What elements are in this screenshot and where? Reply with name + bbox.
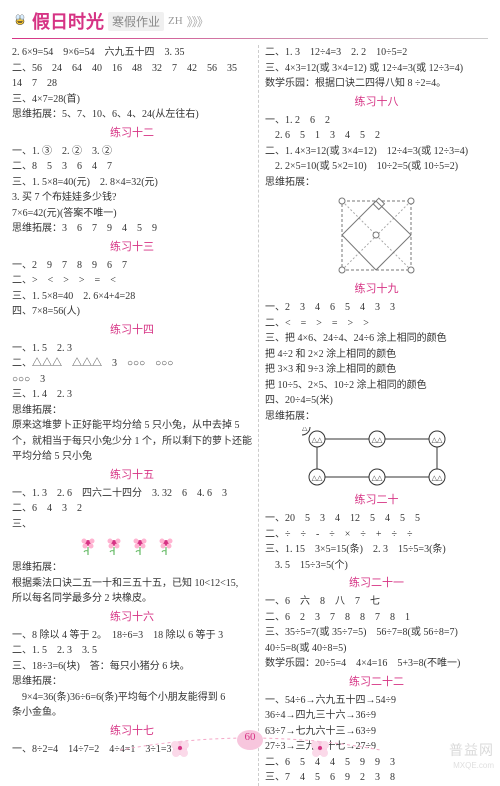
text-line: 二、1. 3 12÷4=3 2. 2 10÷5=2 — [265, 45, 488, 61]
text-line: 一、1. 5 2. 3 — [12, 341, 252, 357]
bee-icon — [12, 12, 28, 31]
text-line: 3. 买 7 个布娃娃多少钱? — [12, 190, 252, 206]
text-line: 思维拓展： — [12, 674, 252, 690]
section-title: 练习十五 — [12, 467, 252, 484]
text-line: 2. 6 5 1 3 4 5 2 — [265, 128, 488, 144]
text-line: 一、54÷6→六九五十四→54÷9 — [265, 693, 488, 709]
section-title: 练习十二 — [12, 125, 252, 142]
text-line: 一、2 3 4 6 5 4 3 3 — [265, 300, 488, 316]
section-title: 练习二十二 — [265, 674, 488, 691]
text-line: 平均分给 5 只小兔 — [12, 449, 252, 465]
text-line: ○○○ 3 — [12, 372, 252, 388]
text-line: 一、20 5 3 4 12 5 4 5 5 — [265, 511, 488, 527]
text-line: 三、4×7=28(首) — [12, 92, 252, 108]
text-line: 三、 — [12, 517, 252, 533]
text-line: 把 10÷5、2×5、10÷2 涂上相同的颜色 — [265, 378, 488, 394]
text-line: 一、8 除以 4 等于 2。 18÷6=3 18 除以 6 等于 3 — [12, 628, 252, 644]
text-line: 14 7 28 — [12, 76, 252, 92]
section-title: 练习十四 — [12, 322, 252, 339]
text-line: 个，就相当于每只小兔少分 1 个，所以剩下的萝卜还能 — [12, 434, 252, 450]
page-header: 假日时光 寒假作业 ZH 》》》 — [0, 0, 500, 38]
text-line: 二、△△△ △△△ 3 ○○○ ○○○ — [12, 356, 252, 372]
section-title: 练习十八 — [265, 94, 488, 111]
text-line: 原来这堆萝卜正好能平均分给 5 只小兔，从中去掉 5 — [12, 418, 252, 434]
text-line: 二、56 24 64 40 16 48 32 7 42 56 35 — [12, 61, 252, 77]
header-divider — [12, 38, 488, 39]
left-column: 2. 6×9=54 9×6=54 六九五十四 3. 35 二、56 24 64 … — [12, 45, 258, 786]
text-line: 数学乐园：根据口诀二四得八知 8 ÷2=4。 — [265, 76, 488, 92]
section-title: 练习二十一 — [265, 575, 488, 592]
text-line: 40÷5=8(或 40÷8=5) — [265, 641, 488, 657]
text-line: 三、1. 5×8=40 2. 6×4+4=28 — [12, 289, 252, 305]
text-line: 一、6 六 8 八 7 七 — [265, 594, 488, 610]
text-line: 根据乘法口诀二五一十和三五十五，已知 10<12<15, — [12, 576, 252, 592]
page-number: 60 — [0, 731, 500, 743]
text-line: 三、4×3=12(或 3×4=12) 或 12÷4=3(或 12÷3=4) — [265, 61, 488, 77]
text-line: 二、> < > > = < — [12, 273, 252, 289]
text-line: 9×4=36(条)36÷6=6(条)平均每个小朋友能得到 6 — [12, 690, 252, 706]
text-line: 二、÷ ÷ - ÷ × ÷ + ÷ ÷ — [265, 527, 488, 543]
text-line: 三、18÷3=6(块) 答：每只小猪分 6 块。 — [12, 659, 252, 675]
section-title: 练习十九 — [265, 281, 488, 298]
text-line: 三、35÷5=7(或 35÷7=5) 56÷7=8(或 56÷8=7) — [265, 625, 488, 641]
title-sub: 寒假作业 — [108, 12, 164, 31]
content-columns: 2. 6×9=54 9×6=54 六九五十四 3. 35 二、56 24 64 … — [0, 45, 500, 786]
text-line: 一、1. 3 2. 6 四六二十四分 3. 32 6 4. 6 3 — [12, 486, 252, 502]
section-title: 练习十三 — [12, 239, 252, 256]
text-line: 四、20÷4=5(米) — [265, 393, 488, 409]
text-line: 思维拓展： — [265, 175, 488, 191]
text-line: 三、1. 5×8=40(元) 2. 8×4=32(元) — [12, 175, 252, 191]
text-line: 二、1. 5 2. 3 3. 5 — [12, 643, 252, 659]
text-line: 三、1. 4 2. 3 — [12, 387, 252, 403]
text-line: 二、1. 4×3=12(或 3×4=12) 12÷4=3(或 12÷3=4) — [265, 144, 488, 160]
svg-text:△△: △△ — [302, 427, 308, 432]
watermark: 普益网 — [449, 740, 494, 760]
section-title: 练习二十 — [265, 492, 488, 509]
text-line: 三、把 4×6、24÷4、24÷6 涂上相同的颜色 — [265, 331, 488, 347]
text-line: 一、1. ③ 2. ② 3. ② — [12, 144, 252, 160]
text-line: 3. 5 15÷3=5(个) — [265, 558, 488, 574]
text-line: 条小金鱼。 — [12, 705, 252, 721]
text-line: 2. 2×5=10(或 5×2=10) 10÷2=5(或 10÷5=2) — [265, 159, 488, 175]
text-line: 二、6 4 3 2 — [12, 501, 252, 517]
text-line: 把 3×3 和 9÷3 涂上相同的颜色 — [265, 362, 488, 378]
text-line: 所以每名同学最多分 2 块橡皮。 — [12, 591, 252, 607]
square-diagram — [265, 193, 488, 278]
text-line: 三、7 4 5 6 9 2 3 8 — [265, 770, 488, 786]
text-line: 二、8 5 3 6 4 7 — [12, 159, 252, 175]
flower-graphic — [12, 535, 252, 557]
text-line: 思维拓展：3 6 7 9 4 5 9 — [12, 221, 252, 237]
text-line: 一、2 9 7 8 9 6 7 — [12, 258, 252, 274]
text-line: 思维拓展： — [12, 403, 252, 419]
text-line: 7×6=42(元)(答案不唯一) — [12, 206, 252, 222]
watermark-sub: MXQE.com — [453, 761, 494, 770]
text-line: 二、< = > = > > — [265, 316, 488, 332]
title-main: 假日时光 — [32, 8, 104, 34]
section-title: 练习十六 — [12, 609, 252, 626]
text-line: 一、1. 2 6 2 — [265, 113, 488, 129]
text-line: 思维拓展： — [12, 560, 252, 576]
text-line: 把 4÷2 和 2×2 涂上相同的颜色 — [265, 347, 488, 363]
header-arrows: 》》》 — [187, 13, 208, 30]
rect-diagram: △△ — [265, 427, 488, 489]
text-line: 思维拓展： — [265, 409, 488, 425]
text-line: 数学乐园：20÷5=4 4×4=16 5+3=8(不唯一) — [265, 656, 488, 672]
text-line: 四、7×8=56(人) — [12, 304, 252, 320]
text-line: 2. 6×9=54 9×6=54 六九五十四 3. 35 — [12, 45, 252, 61]
text-line: 二、6 2 3 7 8 8 7 8 1 — [265, 610, 488, 626]
text-line: 三、1. 15 3×5=15(条) 2. 3 15÷5=3(条) — [265, 542, 488, 558]
title-zh: ZH — [168, 15, 183, 27]
text-line: 思维拓展：5、7、10、6、4、24(从左往右) — [12, 107, 252, 123]
right-column: 二、1. 3 12÷4=3 2. 2 10÷5=2 三、4×3=12(或 3×4… — [259, 45, 488, 786]
